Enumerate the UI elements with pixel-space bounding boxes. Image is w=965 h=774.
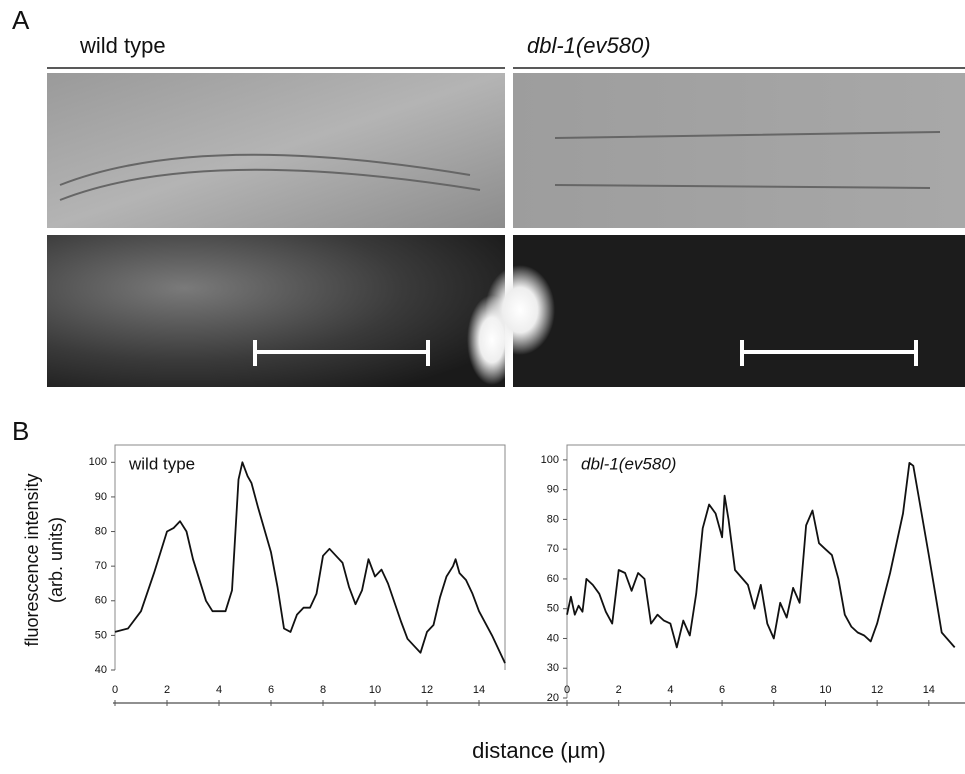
data-line: [566, 462, 956, 649]
plot-frame: [566, 444, 965, 698]
panel-label: B: [12, 416, 29, 446]
y-tick-label: 40: [547, 632, 559, 644]
x-tick-label: 4: [216, 684, 222, 696]
panel-b: B fluorescence intensity (arb. units) di…: [12, 416, 965, 763]
dic-image: [513, 73, 965, 228]
x-tick-label: 2: [616, 684, 622, 696]
y-tick-label: 60: [547, 573, 559, 585]
plot-frame: [114, 444, 506, 670]
y-tick-label: 80: [95, 525, 107, 537]
y-tick-label: 100: [89, 456, 107, 468]
panel-label: A: [12, 5, 30, 35]
fluorescence-image: [47, 235, 505, 387]
image-detail: [59, 153, 481, 201]
x-tick-label: 6: [719, 684, 725, 696]
x-tick-label: 2: [164, 684, 170, 696]
y-tick-label: 30: [547, 662, 559, 674]
y-tick-label: 60: [95, 595, 107, 607]
x-tick-label: 0: [564, 684, 570, 696]
y-tick-label: 50: [95, 629, 107, 641]
chart-title: wild type: [128, 454, 195, 473]
image-detail: [485, 265, 555, 355]
x-tick-label: 12: [421, 684, 433, 696]
scale-bar: [253, 340, 918, 366]
x-tick-label: 14: [473, 684, 485, 696]
y-axis-label: (arb. units): [46, 517, 66, 603]
y-tick-label: 100: [541, 454, 559, 466]
x-tick-label: 8: [320, 684, 326, 696]
x-tick-label: 8: [771, 684, 777, 696]
x-tick-label: 0: [112, 684, 118, 696]
x-tick-label: 4: [667, 684, 673, 696]
x-tick-label: 10: [819, 684, 831, 696]
data-line: [114, 461, 506, 664]
dic-image: [47, 73, 505, 228]
y-tick-label: 70: [547, 543, 559, 555]
x-tick-label: 6: [268, 684, 274, 696]
x-tick-label: 10: [369, 684, 381, 696]
y-tick-label: 90: [95, 491, 107, 503]
y-tick-label: 70: [95, 560, 107, 572]
x-tick-label: 14: [923, 684, 935, 696]
y-axis-label: fluorescence intensity: [22, 473, 42, 646]
y-tick-label: 80: [547, 513, 559, 525]
x-tick-label: 12: [871, 684, 883, 696]
y-tick-label: 50: [547, 603, 559, 615]
image-title: dbl-1(ev580): [527, 33, 651, 58]
image-title: wild type: [79, 33, 166, 58]
y-tick-label: 40: [95, 664, 107, 676]
y-tick-label: 90: [547, 484, 559, 496]
fluorescence-image: [513, 235, 965, 387]
x-axis-label: distance (µm): [472, 738, 606, 763]
chart-title: dbl-1(ev580): [581, 454, 676, 473]
image-detail: [554, 131, 941, 189]
panel-a: A wild type dbl-1(ev580): [12, 5, 965, 387]
y-tick-label: 20: [547, 692, 559, 704]
